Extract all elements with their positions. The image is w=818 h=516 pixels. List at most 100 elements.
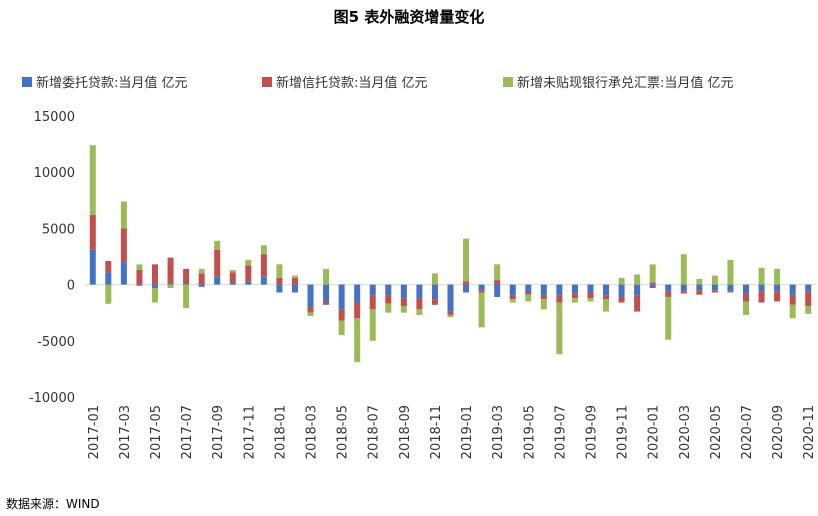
bar-wt-2017-11 (245, 281, 252, 285)
bar-pj-2019-11 (618, 277, 625, 285)
bar-wt-2018-07 (369, 284, 376, 296)
bar-wt-2019-07 (556, 284, 563, 296)
x-tick-label: 2019-11 (616, 405, 631, 459)
bar-wt-2019-12 (634, 284, 641, 296)
bar-xt-2018-08 (385, 295, 392, 304)
bar-wt-2017-06 (167, 283, 174, 285)
legend-item-pj: 新增未贴现银行承兑汇票:当月值 亿元 (503, 75, 734, 91)
bar-xt-2017-09 (214, 249, 221, 277)
legend-item-xt: 新增信托贷款:当月值 亿元 (262, 75, 428, 91)
bar-xt-2019-10 (603, 295, 610, 300)
bar-pj-2017-10 (229, 269, 236, 273)
x-tick-label: 2020-03 (678, 405, 693, 459)
bar-xt-2019-11 (618, 296, 625, 303)
bar-pj-2020-06 (727, 259, 734, 285)
bar-pj-2018-11 (431, 273, 438, 285)
bar-pj-2017-05 (151, 287, 158, 303)
bar-xt-2018-05 (338, 309, 345, 321)
bar-xt-2019-09 (587, 292, 594, 299)
legend-label-xt: 新增信托贷款:当月值 亿元 (276, 75, 428, 91)
x-tick-label: 2018-09 (398, 405, 413, 459)
bar-pj-2018-01 (276, 264, 283, 278)
bar-wt-2020-03 (680, 284, 687, 292)
legend-label-pj: 新增未贴现银行承兑汇票:当月值 亿元 (517, 75, 734, 91)
bar-xt-2018-06 (354, 302, 361, 319)
bar-wt-2018-01 (276, 284, 283, 293)
bar-xt-2019-01 (463, 281, 470, 285)
bar-pj-2018-02 (291, 275, 298, 278)
bar-pj-2018-08 (385, 303, 392, 313)
bar-xt-2019-02 (478, 290, 485, 293)
bar-wt-2017-10 (229, 282, 236, 285)
y-tick-label: -10000 (29, 391, 75, 406)
y-tick-label: -5000 (37, 335, 75, 350)
bar-xt-2017-06 (167, 257, 174, 284)
bar-xt-2017-05 (151, 264, 158, 285)
x-tick-label: 2019-01 (460, 405, 475, 459)
bar-pj-2020-05 (711, 275, 718, 285)
x-tick-label: 2018-05 (336, 405, 351, 459)
bar-pj-2018-12 (447, 314, 454, 318)
bar-wt-2019-09 (587, 284, 594, 293)
bar-wt-2019-11 (618, 284, 625, 297)
bar-wt-2018-06 (354, 284, 361, 303)
bar-wt-2018-05 (338, 284, 345, 310)
bar-pj-2019-04 (509, 299, 516, 303)
bar-wt-2019-01 (463, 284, 470, 293)
bar-pj-2018-07 (369, 309, 376, 341)
bar-pj-2018-10 (416, 309, 423, 315)
y-axis: -10000 -5000 0 5000 10000 15000 (29, 110, 816, 406)
bar-xt-2018-02 (291, 277, 298, 285)
bar-wt-2020-07 (743, 284, 750, 294)
bar-wt-2020-05 (711, 284, 718, 291)
bar-pj-2020-02 (665, 296, 672, 340)
bar-xt-2018-10 (416, 298, 423, 310)
bar-xt-2017-03 (120, 228, 127, 263)
x-tick-label: 2019-07 (553, 405, 568, 459)
bar-xt-2020-11 (805, 291, 812, 306)
bar-pj-2017-09 (214, 240, 221, 250)
bar-xt-2018-04 (323, 301, 330, 305)
bar-pj-2018-04 (323, 268, 330, 285)
bar-wt-2017-01 (89, 249, 96, 285)
bar-pj-2018-05 (338, 320, 345, 336)
bar-xt-2018-11 (431, 299, 438, 305)
bar-wt-2018-08 (385, 284, 392, 296)
bar-xt-2020-05 (711, 290, 718, 293)
bar-pj-2017-02 (105, 284, 112, 304)
bar-wt-2019-06 (540, 284, 547, 296)
bar-pj-2019-09 (587, 298, 594, 302)
bar-wt-2019-04 (509, 284, 516, 296)
x-tick-label: 2020-07 (740, 405, 755, 459)
bar-wt-2018-11 (431, 284, 438, 300)
x-tick-label: 2020-01 (647, 405, 662, 459)
bar-xt-2020-03 (680, 291, 687, 294)
bar-xt-2017-01 (89, 214, 96, 250)
bar-wt-2017-12 (260, 276, 267, 285)
bar-xt-2020-10 (789, 295, 796, 305)
bar-wt-2018-10 (416, 284, 423, 299)
x-tick-label: 2018-07 (367, 405, 382, 459)
bar-xt-2020-02 (665, 291, 672, 297)
bar-wt-2018-02 (291, 284, 298, 293)
bar-xt-2018-12 (447, 311, 454, 315)
bar-wt-2019-08 (571, 284, 578, 294)
chart-title: 图5 表外融资增量变化 (334, 8, 485, 26)
x-tick-label: 2017-05 (149, 405, 164, 459)
bar-pj-2018-09 (400, 305, 407, 313)
bar-wt-2017-04 (136, 284, 143, 286)
bar-xt-2017-08 (198, 273, 205, 285)
bar-wt-2019-03 (494, 284, 501, 297)
bar-xt-2018-01 (276, 277, 283, 285)
y-tick-label: 5000 (42, 222, 75, 237)
bar-xt-2020-04 (696, 290, 703, 295)
bar-wt-2020-06 (727, 284, 734, 292)
x-tick-label: 2019-03 (491, 405, 506, 459)
x-tick-label: 2017-11 (242, 405, 257, 459)
bar-pj-2017-06 (167, 284, 174, 288)
bar-wt-2020-04 (696, 284, 703, 291)
bar-wt-2018-03 (307, 284, 314, 308)
bar-pj-2018-06 (354, 318, 361, 363)
x-tick-label: 2018-01 (273, 405, 288, 459)
bar-pj-2019-07 (556, 302, 563, 355)
